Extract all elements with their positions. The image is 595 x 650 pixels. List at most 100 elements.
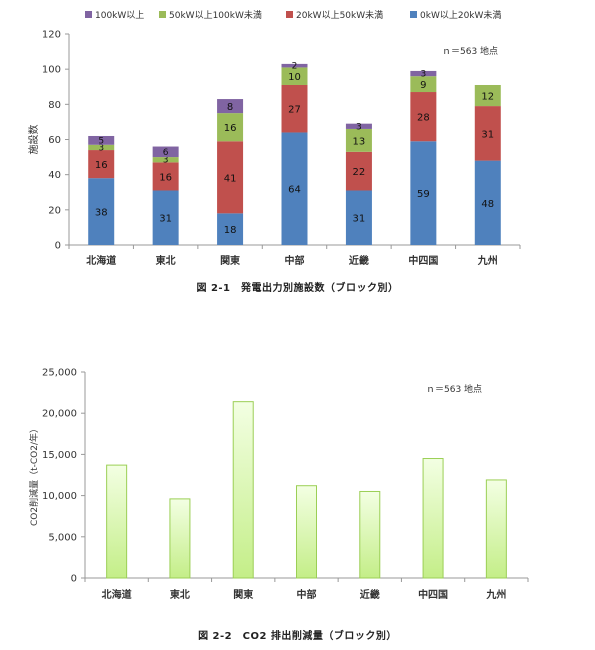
data-label: 18 [224, 225, 237, 236]
data-label: 12 [481, 92, 494, 103]
legend-label: 0kW以上20kW未満 [420, 9, 501, 21]
legend-swatch [410, 11, 417, 18]
y-tick-label: 120 [42, 30, 61, 41]
x-tick-label: 東北 [170, 588, 190, 601]
legend-swatch [286, 11, 293, 18]
bar-segment [152, 190, 179, 245]
bar [169, 498, 191, 579]
data-label: 31 [481, 129, 494, 140]
x-tick-label: 中四国 [408, 254, 438, 267]
bar-segment [217, 113, 244, 142]
x-tick-label: 関東 [220, 254, 240, 267]
bar-segment [88, 178, 115, 245]
data-label: 31 [159, 214, 172, 225]
bar-chart-co2-reduction: 0 5,000 10,000 15,000 20,000 25,000 CO2削減量（t-C… [28, 368, 529, 601]
bar-segment [152, 146, 179, 158]
y-tick-label: 25,000 [42, 368, 77, 379]
legend-label: 50kW以上100kW未満 [169, 9, 262, 21]
bar-segment [345, 190, 372, 245]
data-label: 10 [288, 72, 301, 83]
y-tick-label: 60 [48, 135, 61, 146]
y-tick-label: 5,000 [48, 532, 77, 543]
bar-segment [152, 162, 179, 191]
bar [485, 479, 507, 579]
data-label: 3 [420, 70, 426, 80]
data-label: 3 [356, 122, 362, 132]
bar-segment [410, 76, 437, 93]
data-label: 9 [420, 80, 426, 91]
legend-swatch [85, 11, 92, 18]
y-tick-label: 15,000 [42, 450, 77, 461]
bar [422, 458, 444, 579]
x-tick-label: 近畿 [360, 588, 380, 601]
y-tick-label: 80 [48, 100, 61, 111]
bar-segment [345, 128, 372, 152]
y-tick-label: 100 [42, 65, 61, 76]
bar-segment [88, 135, 115, 145]
bar [359, 490, 381, 579]
data-label: 3 [163, 156, 169, 166]
bar-segment [88, 150, 115, 179]
bar-segment [410, 70, 437, 77]
bar-segment [410, 92, 437, 142]
data-label: 38 [95, 208, 108, 219]
x-tick-label: 北海道 [86, 254, 116, 267]
legend-swatch [159, 11, 166, 18]
sample-size-annotation: ｎ＝563 地点 [426, 383, 482, 395]
sample-size-annotation: ｎ＝563 地点 [442, 45, 498, 57]
y-axis-title: CO2削減量（t-CO2/年） [28, 424, 40, 526]
data-label: 16 [159, 172, 172, 183]
y-axis-title: 施設数 [27, 125, 40, 155]
x-tick-label: 北海道 [102, 588, 132, 601]
y-tick-label: 20 [48, 205, 61, 216]
data-label: 5 [98, 136, 104, 146]
bar-segment [281, 63, 308, 68]
x-tick-label: 中部 [297, 588, 317, 601]
bar-segment [217, 99, 244, 114]
y-tick-label: 20,000 [42, 409, 77, 420]
data-label: 41 [224, 173, 237, 184]
bar-segment [88, 144, 115, 151]
data-label: 48 [481, 199, 494, 210]
figure-caption-2-2: 図 2-2 CO2 排出削減量（ブロック別） [198, 631, 397, 642]
x-tick-label: 九州 [485, 588, 506, 601]
data-label: 6 [163, 148, 169, 158]
bar-segment [281, 67, 308, 85]
bar [232, 401, 254, 579]
x-tick-label: 九州 [477, 254, 498, 267]
data-label: 31 [353, 214, 366, 225]
data-label: 8 [227, 102, 233, 113]
data-label: 2 [292, 62, 298, 72]
bar-segment [474, 106, 501, 161]
data-label: 22 [353, 167, 366, 178]
figure-caption-2-1: 図 2-1 発電出力別施設数（ブロック別） [196, 283, 399, 294]
y-tick-label: 0 [71, 574, 77, 585]
data-label: 28 [417, 113, 430, 124]
bar-segment [281, 132, 308, 245]
bar-segment [152, 157, 179, 163]
bar-segment [410, 141, 437, 245]
data-label: 59 [417, 189, 430, 200]
data-label: 27 [288, 105, 301, 116]
legend-label: 100kW以上 [95, 10, 144, 21]
data-label: 16 [95, 160, 108, 171]
bar-segment [474, 84, 501, 107]
data-label: 3 [98, 143, 104, 153]
bar-segment [345, 151, 372, 191]
y-tick-label: 10,000 [42, 491, 77, 502]
bar-segment [345, 123, 372, 129]
data-label: 16 [224, 123, 237, 134]
y-tick-label: 0 [55, 241, 61, 252]
stacked-bar-chart-facilities: 100kW以上 50kW以上100kW未満 20kW以上50kW未満 0kW以上20k… [27, 9, 521, 267]
bar-segment [217, 141, 244, 214]
x-tick-label: 中部 [285, 254, 305, 267]
bar [296, 485, 317, 579]
bar-segment [474, 160, 501, 245]
bar [106, 464, 128, 579]
data-label: 13 [353, 136, 366, 147]
x-tick-label: 中四国 [418, 588, 448, 601]
y-tick-label: 40 [48, 170, 61, 181]
bar-segment [217, 213, 244, 245]
x-tick-label: 東北 [156, 254, 176, 267]
